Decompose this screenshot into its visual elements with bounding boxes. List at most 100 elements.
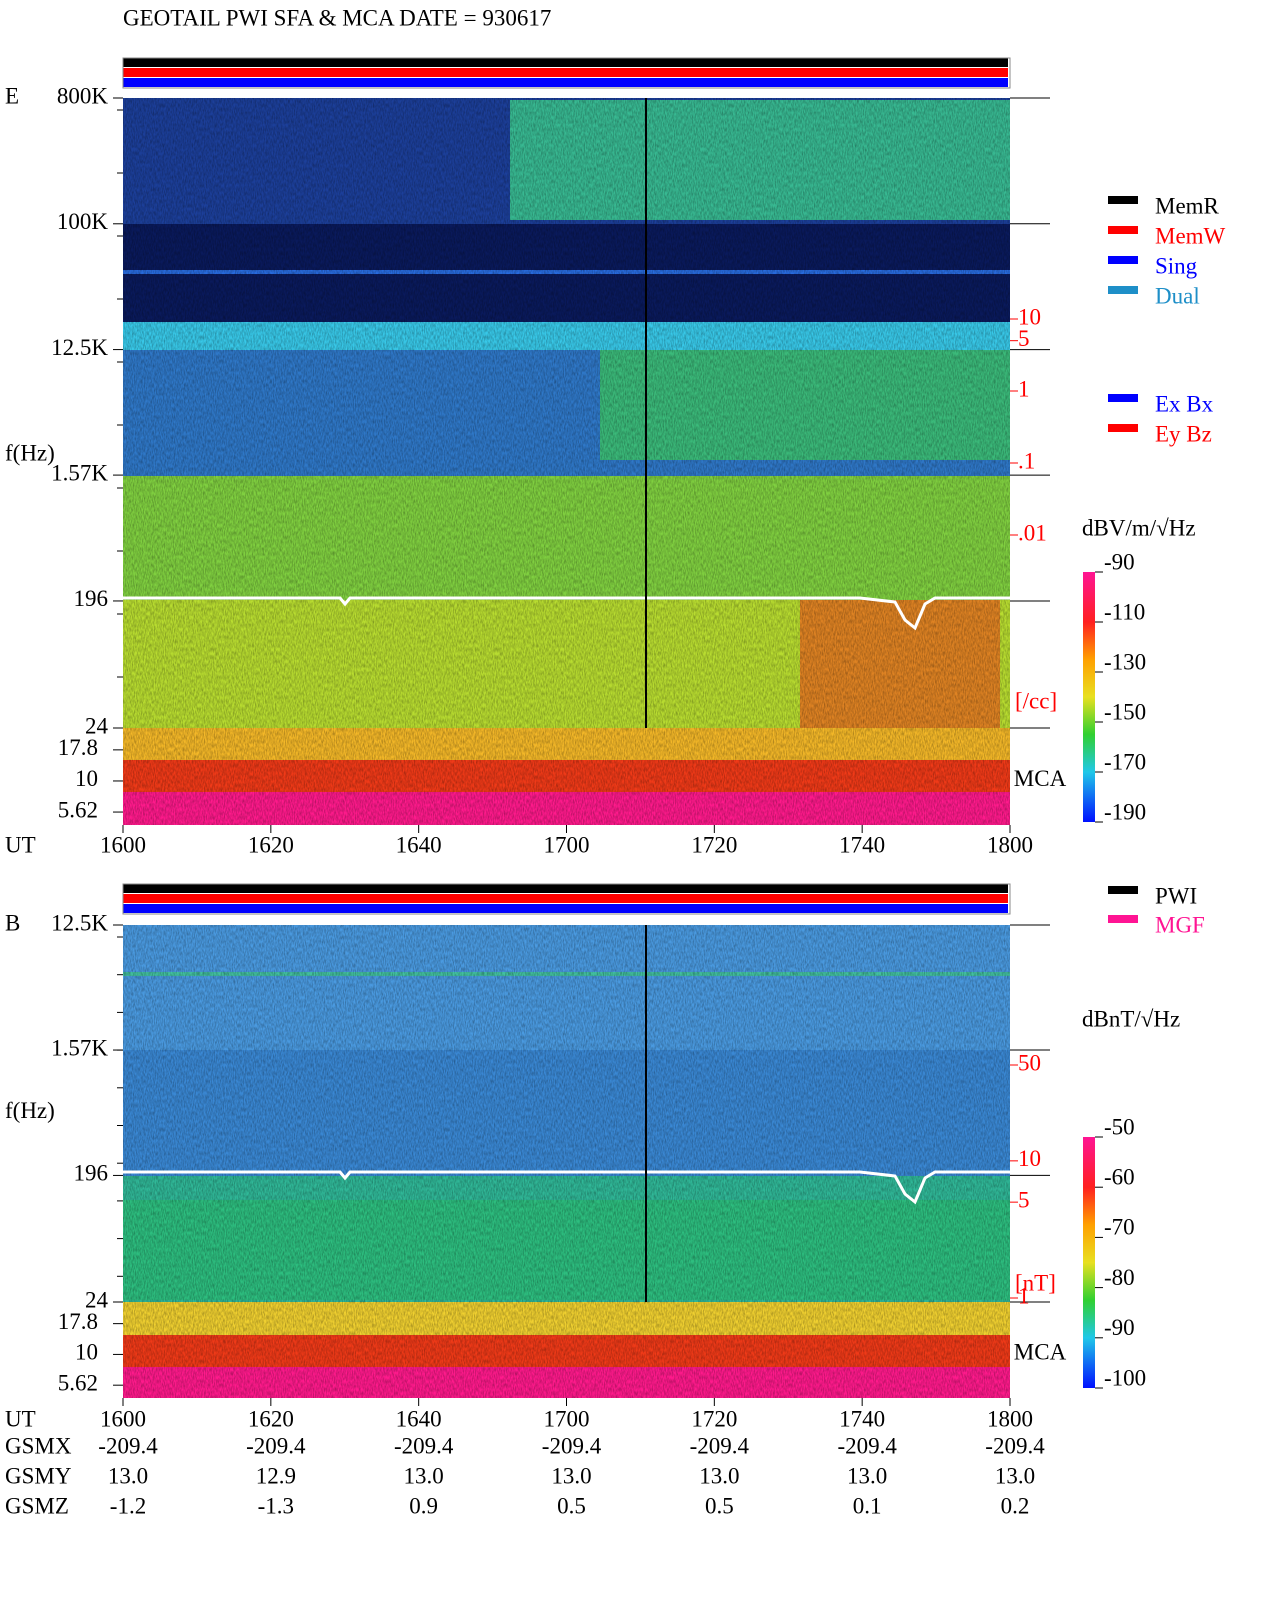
orbit-row-label: GSMZ [5,1493,69,1518]
colorbar-tick-label: -80 [1104,1265,1135,1290]
legend-swatch [1108,196,1138,204]
colorbar [1083,572,1095,822]
mca-label: MCA [1014,766,1067,791]
x-tick-label: 1620 [248,1406,294,1431]
x-tick-label: 1740 [839,1406,885,1431]
y2-axis-label: [/cc] [1015,688,1057,713]
mca-label: MCA [1014,1340,1067,1365]
orbit-row-label: GSMY [5,1463,72,1488]
orbit-value: 13.0 [108,1463,148,1488]
y-tick-label: 12.5K [51,335,108,360]
y2-tick-label: 5 [1018,326,1030,351]
orbit-value: -209.4 [542,1433,602,1458]
y2-tick-label: 50 [1018,1050,1041,1075]
y-tick-label: 196 [74,1161,109,1186]
legend-swatch [1108,226,1138,234]
orbit-value: 0.5 [705,1493,734,1518]
mca-tick-label: 10 [75,766,98,791]
legend-swatch [1108,915,1138,923]
orbit-value: -209.4 [98,1433,158,1458]
spectrogram-texture [123,925,1010,1398]
colorbar-tick-label: -170 [1104,749,1146,774]
legend-label: Sing [1155,253,1198,278]
orbit-value: 0.9 [409,1493,438,1518]
orbit-value: -209.4 [985,1433,1045,1458]
x-tick-label: 1740 [839,832,885,857]
legend-swatch [1108,256,1138,264]
mca-tick-label: 5.62 [58,1370,98,1395]
colorbar-label: dBV/m/√Hz [1082,515,1196,540]
orbit-value: -1.3 [258,1493,294,1518]
y-axis-label: f(Hz) [5,441,55,466]
y2-tick-label: 10 [1018,1146,1041,1171]
colorbar-label: dBnT/√Hz [1082,1006,1180,1031]
y-axis-label: f(Hz) [5,1098,55,1123]
orbit-row-label: GSMX [5,1433,72,1458]
mca-tick-label: 5.62 [58,797,98,822]
mca-tick-label: 17.8 [58,1309,98,1334]
colorbar-tick-label: -60 [1104,1164,1135,1189]
x-axis-label: UT [5,1406,36,1431]
orbit-value: 13.0 [995,1463,1035,1488]
title: GEOTAIL PWI SFA & MCA DATE = 930617 [123,5,551,30]
y-tick-label: 1.57K [51,460,108,485]
y-tick-label: 12.5K [51,910,108,935]
panel-label: B [5,910,20,935]
y2-tick-label: 5 [1018,1187,1030,1212]
legend-swatch [1108,286,1138,294]
spectrogram-texture [123,98,1010,825]
colorbar [1083,1137,1095,1388]
status-bar [123,68,1008,77]
y-tick-label: 24 [85,713,109,738]
y2-tick-label: .1 [1018,448,1035,473]
orbit-value: 13.0 [699,1463,739,1488]
orbit-value: -209.4 [837,1433,897,1458]
y-tick-label: 800K [57,83,109,108]
y2-tick-label: 1 [1018,376,1030,401]
x-tick-label: 1720 [691,1406,737,1431]
colorbar-tick-label: -70 [1104,1215,1135,1240]
legend-label: Ex Bx [1155,391,1214,416]
status-box [122,57,1011,89]
y2-tick-label: 10 [1018,304,1041,329]
y-tick-label: 100K [57,209,109,234]
orbit-value: -209.4 [690,1433,750,1458]
status-bar [123,904,1008,913]
orbit-value: -209.4 [246,1433,306,1458]
y-tick-label: 196 [74,586,109,611]
x-tick-label: 1640 [396,1406,442,1431]
y-tick-label: 1.57K [51,1035,108,1060]
panel-label: E [5,83,19,108]
legend-swatch [1108,424,1138,432]
orbit-value: 0.2 [1001,1493,1030,1518]
legend-label: Ey Bz [1155,421,1212,446]
colorbar-tick-label: -90 [1104,549,1135,574]
status-bar [123,78,1008,87]
orbit-value: -209.4 [394,1433,454,1458]
legend-label: MemW [1155,223,1226,248]
colorbar-tick-label: -150 [1104,699,1146,724]
orbit-value: 12.9 [256,1463,296,1488]
y2-tick-label: .01 [1018,520,1047,545]
x-tick-label: 1600 [100,832,146,857]
y-tick-label: 24 [85,1287,109,1312]
plasma-line [123,1170,1010,1205]
orbit-value: 13.0 [551,1463,591,1488]
colorbar-tick-label: -130 [1104,649,1146,674]
colorbar-tick-label: -190 [1104,799,1146,824]
orbit-value: 13.0 [404,1463,444,1488]
mca-tick-label: 10 [75,1340,98,1365]
legend-label: MemR [1155,193,1220,218]
colorbar-tick-label: -110 [1104,599,1145,624]
colorbar-tick-label: -100 [1104,1365,1146,1390]
x-tick-label: 1640 [396,832,442,857]
orbit-value: 0.1 [853,1493,882,1518]
y2-axis-label: [nT] [1015,1270,1056,1295]
y2-tick-label: 1 [1018,1283,1030,1308]
orbit-value: -1.2 [110,1493,146,1518]
legend-label: Dual [1155,283,1200,308]
status-bar [123,58,1008,67]
colorbar-tick-label: -90 [1104,1315,1135,1340]
